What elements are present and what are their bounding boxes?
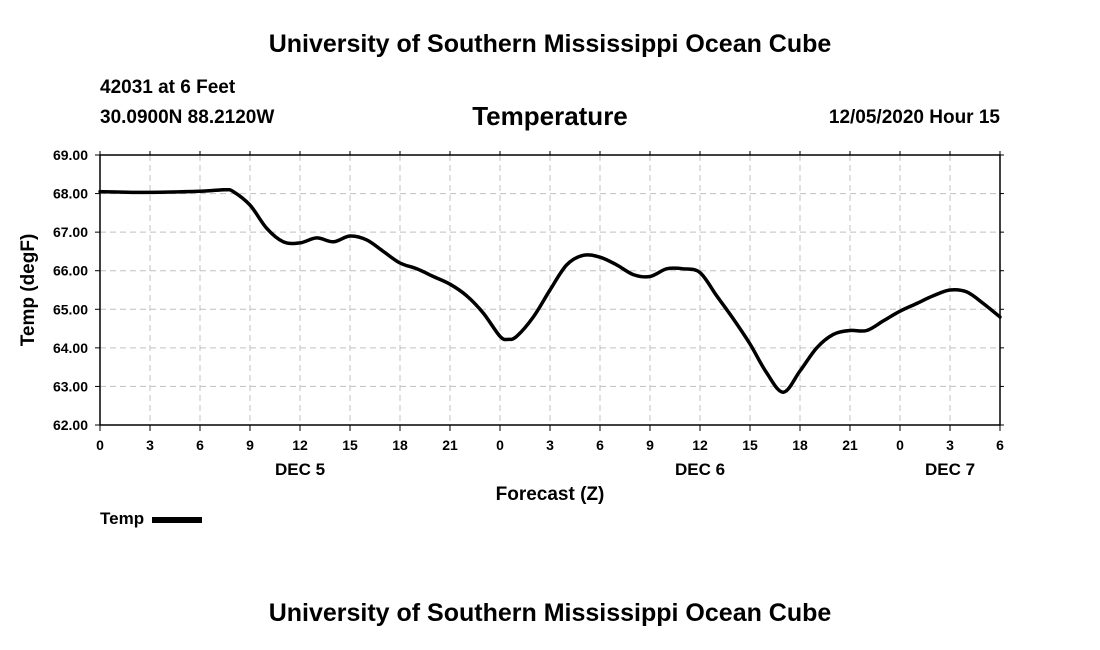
- y-tick-label: 64.00: [53, 340, 88, 356]
- x-tick-label: 9: [646, 437, 654, 453]
- legend-label: Temp: [100, 509, 145, 528]
- day-label: DEC 6: [675, 460, 725, 479]
- axis-ticks: [95, 151, 1004, 431]
- x-tick-label: 15: [742, 437, 758, 453]
- x-tick-label: 0: [96, 437, 104, 453]
- x-tick-label: 3: [546, 437, 554, 453]
- x-tick-label: 18: [392, 437, 408, 453]
- y-tick-label: 63.00: [53, 378, 88, 394]
- x-tick-label: 0: [896, 437, 904, 453]
- x-tick-label: 3: [946, 437, 954, 453]
- forecast-datetime: 12/05/2020 Hour 15: [828, 107, 1000, 128]
- y-tick-label: 66.00: [53, 263, 88, 279]
- day-label: DEC 7: [925, 460, 975, 479]
- y-tick-label: 67.00: [53, 224, 88, 240]
- legend: Temp: [100, 509, 203, 529]
- x-tick-label: 18: [792, 437, 808, 453]
- day-label: DEC 5: [275, 460, 325, 479]
- x-axis-title: Forecast (Z): [496, 484, 605, 505]
- x-tick-label: 21: [442, 437, 458, 453]
- temp-series-line: [100, 190, 1000, 393]
- x-tick-label: 12: [292, 437, 308, 453]
- station-label: 42031 at 6 Feet: [100, 77, 236, 98]
- x-tick-label: 6: [596, 437, 604, 453]
- x-tick-label: 6: [996, 437, 1004, 453]
- y-axis-title: Temp (degF): [18, 234, 39, 347]
- x-tick-label: 21: [842, 437, 858, 453]
- y-tick-label: 68.00: [53, 186, 88, 202]
- chart-subtitle: Temperature: [472, 101, 628, 131]
- axis-labels: 0 3 6 9 12 15 18 21 0 3 6 9 12 15 18 21 0 3 6 62.00 63.00 64.…: [53, 147, 1004, 479]
- footer-title: University of Southern Mississippi Ocean…: [268, 599, 832, 627]
- grid: [100, 155, 1000, 425]
- x-tick-label: 12: [692, 437, 708, 453]
- legend-swatch: [152, 516, 203, 523]
- x-tick-label: 15: [342, 437, 358, 453]
- coordinates-label: 30.0900N 88.2120W: [100, 107, 275, 128]
- y-tick-label: 69.00: [53, 147, 88, 163]
- y-tick-label: 62.00: [53, 417, 88, 433]
- x-tick-label: 6: [196, 437, 204, 453]
- chart-title: University of Southern Mississippi Ocean…: [268, 30, 832, 58]
- x-tick-label: 9: [246, 437, 254, 453]
- x-tick-label: 0: [496, 437, 504, 453]
- x-tick-label: 3: [146, 437, 154, 453]
- y-tick-label: 65.00: [53, 301, 88, 317]
